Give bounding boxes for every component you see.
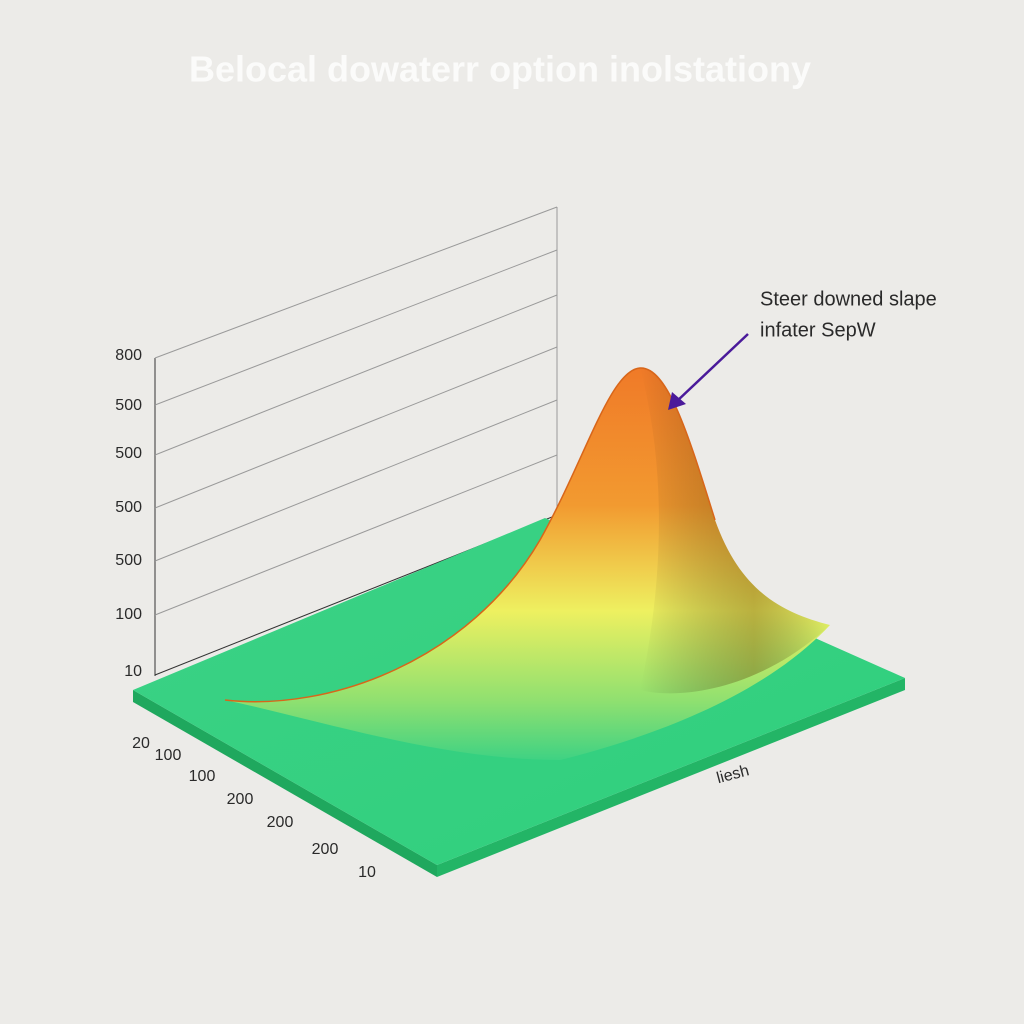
side-axis-label: liesh xyxy=(715,762,751,787)
y-tick-label: 500 xyxy=(115,499,142,516)
annotation-arrow xyxy=(668,333,749,410)
x-tick-label: 20 xyxy=(132,735,150,752)
x-tick-label: 100 xyxy=(155,747,182,764)
y-tick-label: 500 xyxy=(115,445,142,462)
x-tick-label: 200 xyxy=(227,791,254,808)
y-tick-label: 800 xyxy=(115,347,142,364)
y-tick-label: 10 xyxy=(124,663,142,680)
annotation-line: Steer downed slape xyxy=(760,288,937,310)
x-tick-label: 200 xyxy=(267,814,294,831)
x-tick-label: 100 xyxy=(189,768,216,785)
y-tick-label: 500 xyxy=(115,552,142,569)
title: Belocal dowaterr option inolstationy xyxy=(189,49,811,90)
x-tick-label: 200 xyxy=(312,841,339,858)
annotation-line: infater SepW xyxy=(760,319,876,341)
y-tick-label: 100 xyxy=(115,606,142,623)
y-tick-label: 500 xyxy=(115,397,142,414)
x-tick-label: 10 xyxy=(358,864,376,881)
